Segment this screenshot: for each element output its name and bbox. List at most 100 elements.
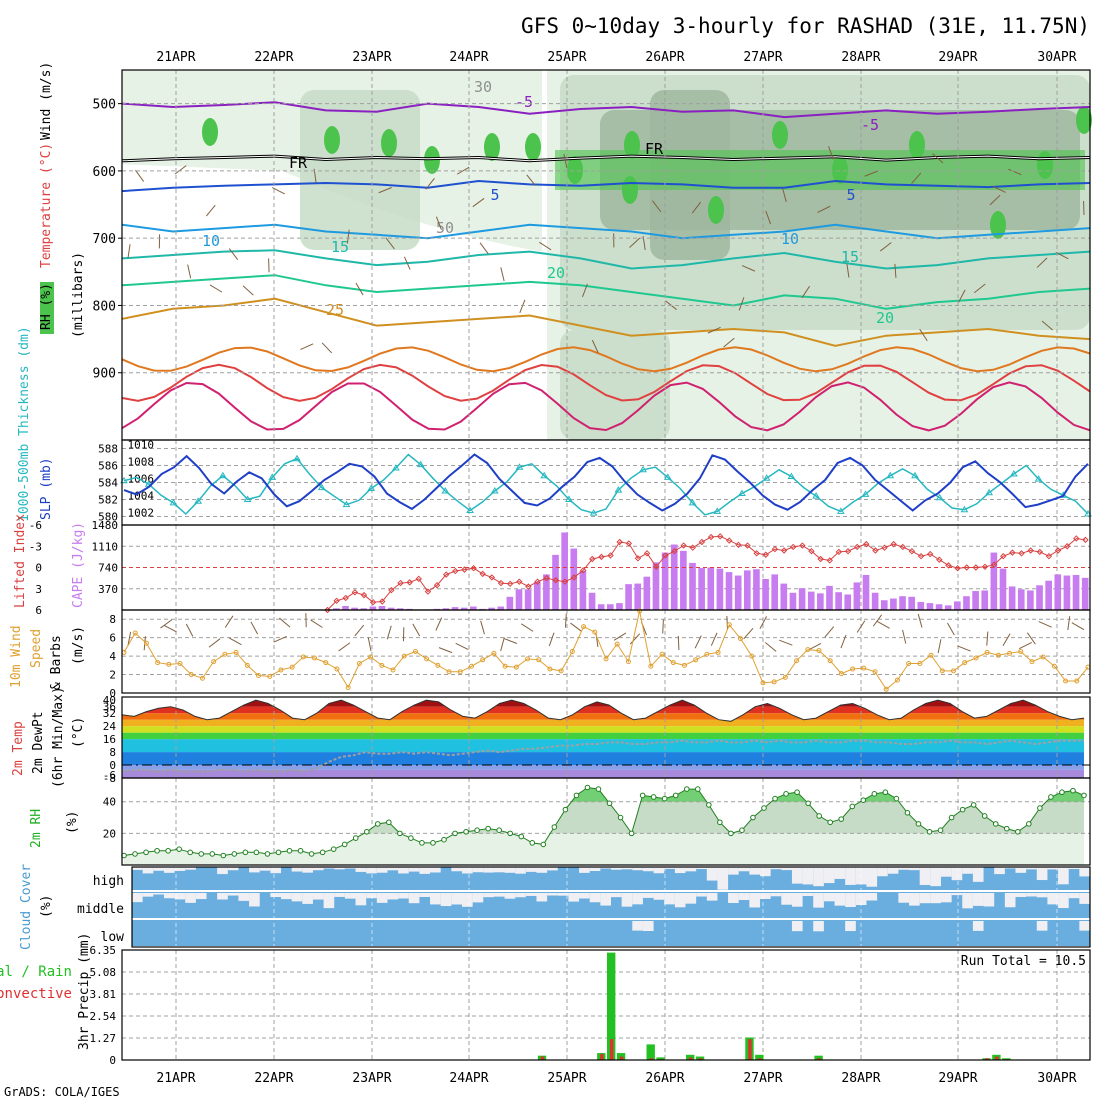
cape-bar-51 (588, 592, 596, 610)
li-marker-35 (643, 550, 651, 557)
cape-bar-94 (981, 590, 989, 610)
wind-speed-marker-13 (267, 673, 273, 679)
sfc-wind-barb-27 (564, 613, 567, 628)
cape-bar-53 (607, 604, 614, 610)
cloud-cell-0-65 (823, 867, 835, 884)
wind-speed-marker-68 (883, 686, 889, 692)
contour-label-14: 50 (436, 219, 454, 237)
ylabel-precip-conv: Convective (0, 986, 72, 1002)
wind-speed-marker-23 (379, 662, 385, 668)
upper-wind-barb-24 (500, 267, 505, 282)
sfc-wind-barb-4 (185, 623, 194, 637)
rh2m-marker-57 (750, 814, 756, 821)
cloud-cell-0-23 (376, 867, 388, 873)
temp-band-8 (122, 706, 1084, 714)
temp-band-0 (122, 769, 1084, 778)
date-label-top-2: 23APR (352, 50, 391, 65)
rh-band-2 (560, 330, 670, 440)
panel-frame-wind10m (121, 609, 1091, 694)
cloud-cell-2-64 (813, 921, 824, 932)
sfc-wind-barb-6 (224, 615, 234, 628)
sfc-wind-barb-19 (435, 617, 443, 631)
cape-bar-77 (826, 585, 833, 610)
thk-tick-1: 582 (98, 494, 118, 507)
cloud-cell-1-73 (909, 893, 920, 906)
wind-speed-marker-34 (502, 663, 508, 669)
upper-wind-barb-37 (707, 326, 721, 334)
thk-tick-0: 580 (98, 511, 118, 524)
li-marker-79 (1045, 552, 1053, 560)
cloud-cell-0-86 (1047, 867, 1059, 870)
rh2m-marker-61 (794, 789, 800, 796)
sfc-wind-barb-16 (386, 625, 392, 640)
cloud-cell-1-67 (845, 893, 856, 907)
li-marker-34 (634, 555, 642, 562)
cape-bar-80 (853, 582, 861, 610)
upper-wind-barb-42 (782, 188, 787, 203)
wind-speed-marker-80 (1018, 649, 1024, 654)
rh2m-marker-48 (650, 794, 657, 800)
upper-wind-barb-1 (135, 169, 145, 182)
wind-speed-marker-58 (771, 679, 777, 685)
sfc-wind-barb-44 (840, 634, 847, 649)
upper-wind-barb-25 (519, 299, 526, 313)
wind-speed-marker-7 (199, 675, 205, 681)
thickness-marker-72 (1009, 470, 1018, 477)
li-marker-9 (406, 579, 413, 586)
cloud-cell-1-23 (376, 893, 388, 903)
cape-bar-62 (689, 562, 696, 610)
freezing-level-inner (121, 155, 1091, 162)
temp-tick-5: 24 (103, 720, 117, 733)
ylabel-thickness: 1000-500mb Thickness (dm) (17, 326, 32, 522)
upper-wind-barb-59 (1041, 320, 1053, 331)
contour-label-2: FR (289, 154, 308, 172)
wind-speed-marker-60 (794, 658, 800, 664)
cape-bar-67 (734, 575, 742, 610)
cloud-cell-0-64 (813, 867, 824, 887)
rh2m-marker-8 (209, 851, 216, 857)
rh2m-marker-84 (1048, 794, 1054, 800)
wind-speed-marker-21 (356, 660, 362, 666)
rh2m-marker-33 (485, 825, 491, 832)
date-label-bottom-3: 24APR (449, 1071, 488, 1086)
ylabel-slp: SLP (mb) (39, 457, 54, 520)
temp-tick-6: 32 (103, 707, 116, 720)
cloud-cell-0-19 (334, 867, 345, 870)
li-marker-27 (570, 574, 578, 581)
precip-conv-bar-58 (698, 1058, 703, 1060)
thickness-marker-24 (416, 460, 425, 468)
cloud-cell-1-2 (153, 893, 164, 895)
li-marker-56 (835, 548, 843, 556)
upper-wind-barb-27 (539, 241, 552, 251)
rh2m-marker-52 (694, 786, 701, 792)
rh2m-marker-55 (728, 830, 734, 837)
rh2m-marker-44 (606, 800, 613, 807)
cloud-cell-2-62 (791, 921, 803, 932)
sfc-wind-barb-33 (662, 619, 664, 634)
rh2m-marker-83 (1037, 805, 1043, 811)
wind-speed-marker-85 (1074, 678, 1080, 684)
upper-wind-barb-56 (992, 185, 1006, 193)
cape-bar-95 (990, 552, 998, 610)
rh2m-marker-82 (1026, 821, 1032, 827)
thickness-marker-70 (985, 488, 994, 496)
wind-speed-marker-50 (681, 662, 687, 668)
wind-speed-line (123, 610, 1089, 691)
li-marker-12 (433, 582, 441, 589)
cloud-cell-1-56 (728, 893, 739, 903)
cloud-cell-2-89 (1079, 921, 1090, 931)
li-marker-62 (890, 540, 897, 548)
cloud-cell-1-89 (1079, 893, 1090, 904)
wind-speed-marker-32 (480, 657, 486, 663)
upper-wind-barb-36 (691, 201, 702, 214)
cape-bar-83 (880, 600, 888, 610)
cloud-cell-1-27 (419, 893, 431, 897)
li-marker-4 (360, 591, 368, 599)
cloud-level-2: low (101, 930, 125, 945)
cloud-cell-0-89 (1079, 867, 1090, 877)
cape-bar-76 (817, 593, 824, 610)
wind-speed-marker-61 (805, 647, 811, 653)
cloud-cell-0-56 (728, 867, 739, 875)
thickness-marker-18 (342, 500, 351, 508)
cape-bar-75 (807, 591, 815, 610)
